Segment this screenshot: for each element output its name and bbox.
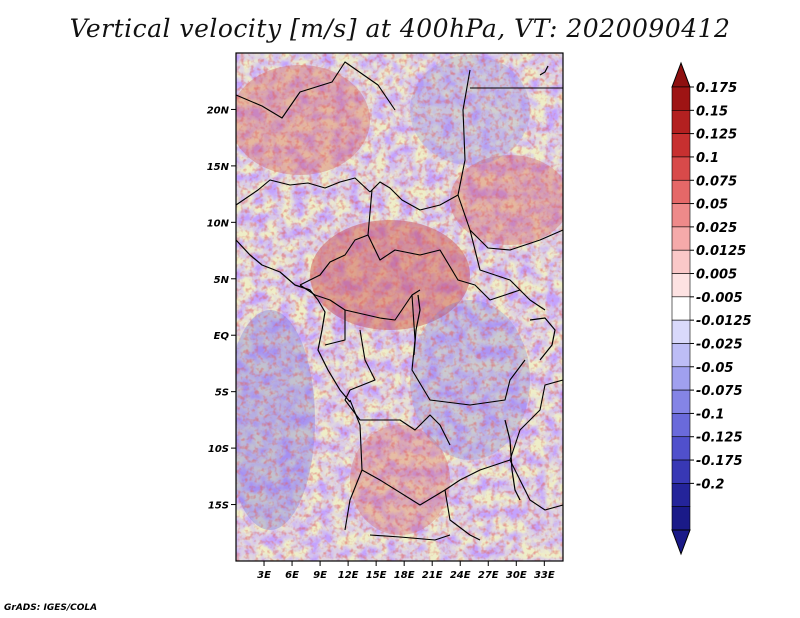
colorbar-label: 0.0125 <box>696 244 746 259</box>
lon-tick-label: 33E <box>534 570 555 581</box>
colorbar-label: 0.1 <box>696 151 719 166</box>
colorbar-top-arrow <box>671 61 691 88</box>
colorbar-label: 0.075 <box>696 174 737 189</box>
colorbar-swatch <box>671 436 691 461</box>
lon-tick-label: 30E <box>506 570 527 581</box>
colorbar-label: 0.175 <box>696 81 737 96</box>
colorbar-swatch <box>671 179 691 204</box>
colorbar-swatch <box>671 249 691 274</box>
lon-tick-label: 3E <box>257 570 271 581</box>
colorbar-label: 0.05 <box>696 198 728 213</box>
lon-tick-label: 27E <box>478 570 499 581</box>
lon-tick-label: 18E <box>394 570 415 581</box>
lat-tick-label: 5S <box>215 388 229 399</box>
colorbar-label: 0.005 <box>696 268 737 283</box>
colorbar-swatch <box>671 343 691 368</box>
colorbar-swatch <box>671 203 691 228</box>
lat-tick-label: 10S <box>208 444 229 455</box>
lon-tick-label: 21E <box>422 570 443 581</box>
convective-cells <box>236 53 563 561</box>
colorbar-label: -0.2 <box>696 477 724 492</box>
colorbar-swatch <box>671 413 691 438</box>
colorbar-label: -0.075 <box>696 384 743 399</box>
colorbar-swatch <box>671 483 691 507</box>
grads-credit: GrADS: IGES/COLA <box>4 603 98 613</box>
colorbar-label: -0.05 <box>696 361 733 376</box>
colorbar-label: 0.025 <box>696 221 737 236</box>
coastlines <box>235 65 556 501</box>
colorbar-label: -0.0125 <box>696 314 752 329</box>
colorbar-label: -0.175 <box>696 454 743 469</box>
colorbar-swatch <box>671 319 691 344</box>
colorbar-swatch <box>671 459 691 484</box>
colorbar-label: 0.125 <box>696 128 737 143</box>
colorbar-swatch <box>671 389 691 414</box>
colorbar-swatch <box>671 156 691 181</box>
country-boundaries <box>235 61 564 541</box>
colorbar-label: -0.025 <box>696 337 743 352</box>
colorbar-label: -0.005 <box>696 291 743 306</box>
colorbar-swatch <box>671 226 691 251</box>
colorbar-label: 0.15 <box>696 104 728 119</box>
colorbar-swatch <box>671 296 691 321</box>
colorbar-swatch <box>671 133 691 158</box>
colorbar-swatch <box>671 110 691 134</box>
lat-tick-label: 15S <box>208 501 229 512</box>
lat-tick-label: 5N <box>214 275 230 286</box>
longitude-axis: 3E 6E 9E 12E 15E 18E 21E 24E 27E 30E 33E <box>257 561 555 581</box>
map-frame <box>235 52 564 562</box>
chart-title: Vertical velocity [m/s] at 400hPa, VT: 2… <box>69 14 731 43</box>
lat-tick-label: 15N <box>207 162 230 173</box>
colorbar-swatch <box>671 86 691 111</box>
map-plot-area <box>235 52 564 562</box>
colorbar-swatch <box>671 506 691 531</box>
lon-tick-label: 15E <box>366 570 387 581</box>
colorbar-label: -0.125 <box>696 431 743 446</box>
lon-tick-label: 9E <box>313 570 327 581</box>
lat-tick-label: 10N <box>207 218 230 229</box>
colorbar-bottom-arrow <box>671 529 691 556</box>
colorbar: 0.175 0.15 0.125 0.1 0.075 0.05 0.025 0.0125 0.0… <box>671 61 752 556</box>
colorbar-swatch <box>671 366 691 391</box>
lat-tick-label: 20N <box>207 105 230 116</box>
lon-tick-label: 24E <box>450 570 471 581</box>
colorbar-label: -0.1 <box>696 407 724 422</box>
latitude-axis: 20N 15N 10N 5N EQ 5S 10S 15S <box>207 105 236 512</box>
lon-tick-label: 12E <box>338 570 359 581</box>
lat-tick-label: EQ <box>214 331 230 342</box>
colorbar-swatch <box>671 273 691 298</box>
lon-tick-label: 6E <box>285 570 299 581</box>
